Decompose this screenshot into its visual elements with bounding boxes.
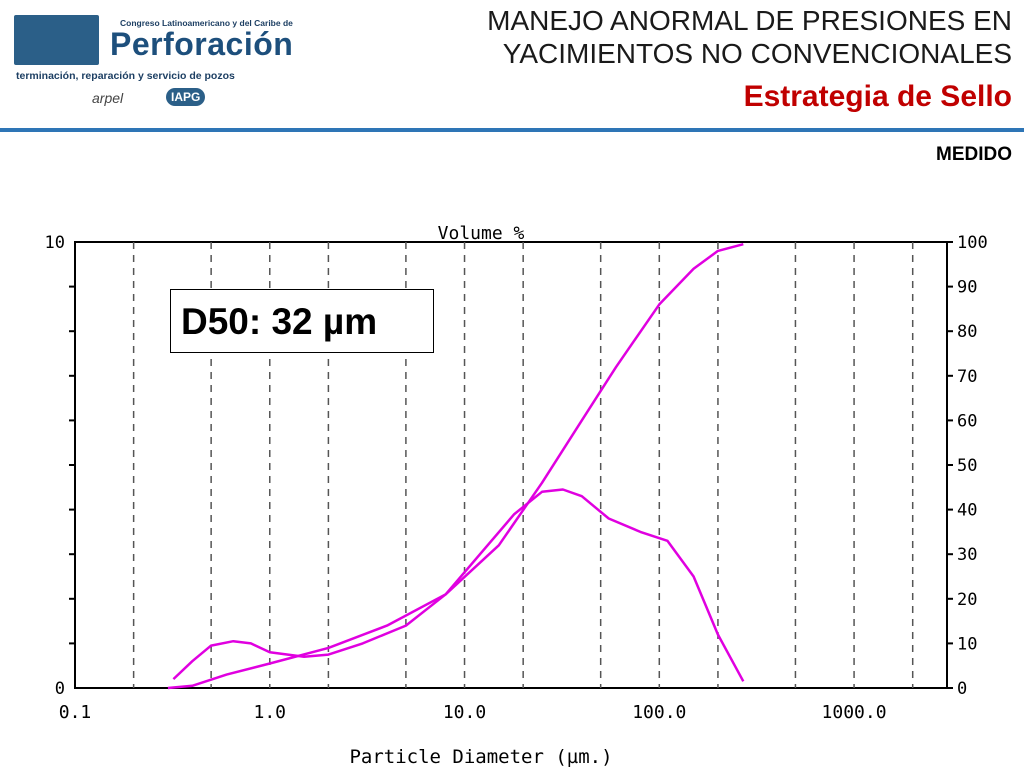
measured-label: MEDIDO — [936, 144, 1012, 165]
header-divider — [0, 128, 1024, 132]
logo-title: Perforación — [110, 26, 294, 62]
logo-subtitle: terminación, reparación y servicio de po… — [16, 70, 235, 82]
y-right-tick-label: 20 — [957, 590, 977, 610]
frequency-series-line — [172, 488, 745, 682]
iapg-logo: IAPG — [166, 88, 206, 106]
y-right-tick-label: 60 — [957, 411, 977, 431]
arpel-logo: arpel — [92, 90, 124, 106]
particle-size-chart: 0.1 1.0 10.0 100.0 1000.00100102030405060708… — [45, 223, 988, 768]
slide-subtitle: Estrategia de Sello — [743, 80, 1012, 113]
logo-emblem — [14, 15, 99, 65]
x-tick-label: 0.1 — [59, 702, 92, 723]
logo-small-text: Congreso Latinoamericano y del Caribe de — [120, 18, 293, 28]
d50-annotation: D50: 32 µm — [170, 289, 434, 353]
slide-title-line2: YACIMIENTOS NO CONVENCIONALES — [502, 38, 1012, 69]
slide-title-line1: MANEJO ANORMAL DE PRESIONES EN — [487, 5, 1012, 36]
y-right-tick-label: 0 — [957, 679, 967, 699]
x-axis-label: Particle Diameter (µm.) — [349, 746, 612, 768]
y-right-tick-label: 30 — [957, 545, 977, 565]
chart-title: Volume % — [438, 223, 525, 244]
x-tick-label: 100.0 — [632, 702, 686, 723]
x-tick-label: 10.0 — [443, 702, 486, 723]
y-left-tick-label: 0 — [55, 679, 65, 699]
y-right-tick-label: 100 — [957, 233, 988, 253]
y-right-tick-label: 70 — [957, 367, 977, 387]
congress-logo: Congreso Latinoamericano y del Caribe de… — [14, 12, 354, 122]
x-tick-label: 1.0 — [254, 702, 287, 723]
y-right-tick-label: 80 — [957, 322, 977, 342]
cumulative-series-line — [167, 242, 744, 690]
y-left-tick-label: 10 — [45, 233, 65, 253]
y-right-tick-label: 40 — [957, 501, 977, 521]
y-right-tick-label: 10 — [957, 634, 977, 654]
y-right-tick-label: 90 — [957, 278, 977, 298]
y-right-tick-label: 50 — [957, 456, 977, 476]
x-tick-label: 1000.0 — [822, 702, 887, 723]
